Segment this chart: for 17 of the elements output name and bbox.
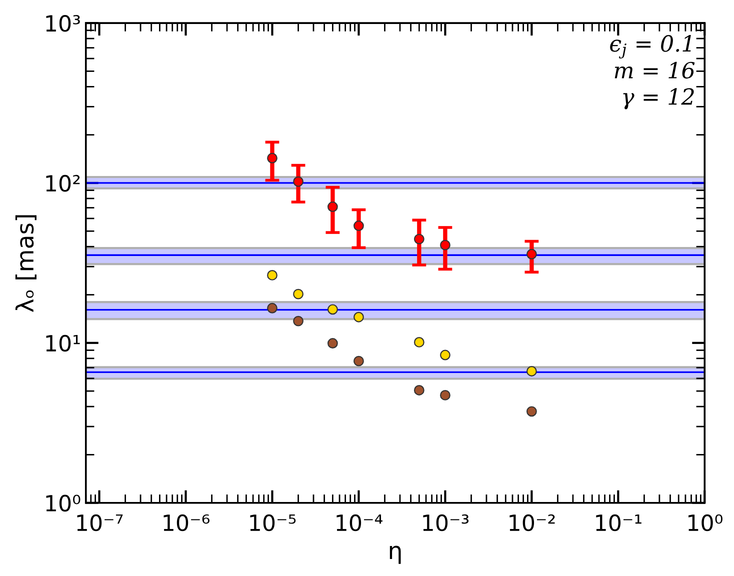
x-tick-label: 10⁻¹ bbox=[596, 514, 642, 532]
x-tick-label: 10⁻⁵ bbox=[250, 514, 296, 532]
x-tick-label: 10⁻³ bbox=[423, 514, 469, 532]
x-tick-label: 10⁻⁴ bbox=[336, 514, 382, 532]
x-tick-label: 10⁻⁷ bbox=[77, 514, 123, 532]
x-axis-title: η bbox=[390, 546, 401, 564]
y-tick-label: 10² bbox=[46, 174, 80, 192]
annotation: ϵ$_{j}$ = 0.1 bbox=[610, 35, 691, 58]
y-tick-label: 10³ bbox=[46, 14, 80, 32]
annotation: γ = 12 bbox=[623, 88, 694, 110]
x-tick-label: 10⁻⁶ bbox=[164, 514, 210, 532]
annotation: m = 16 bbox=[614, 62, 695, 79]
y-axis-title: λₒ [mas] bbox=[15, 215, 36, 312]
x-tick-label: 10⁰ bbox=[688, 514, 722, 532]
x-tick-label: 10⁻² bbox=[510, 514, 555, 532]
y-tick-label: 10¹ bbox=[46, 334, 80, 352]
y-tick-label: 10⁰ bbox=[46, 494, 80, 512]
